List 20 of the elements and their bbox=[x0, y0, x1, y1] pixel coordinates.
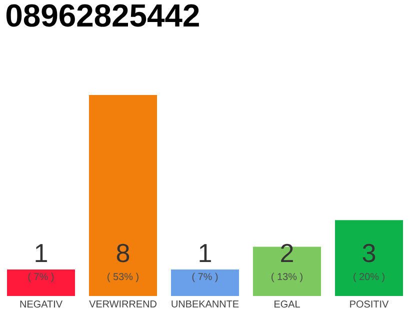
annotation: 8 bbox=[116, 244, 130, 262]
bar bbox=[335, 220, 404, 296]
x-tick-label: VERWIRREND bbox=[89, 300, 156, 308]
data-label: ( 7% ) bbox=[28, 272, 54, 282]
annotation: 1 bbox=[200, 244, 211, 262]
annotation: 1 bbox=[36, 244, 47, 262]
x-tick-label: EGAL bbox=[274, 300, 300, 308]
annotation: 2 bbox=[281, 244, 293, 262]
data-label: ( 7% ) bbox=[192, 272, 218, 282]
bar bbox=[89, 95, 157, 296]
bar bbox=[171, 269, 240, 296]
data-label: ( 13% ) bbox=[272, 272, 302, 282]
data-label: ( 53% ) bbox=[108, 272, 138, 282]
x-tick-label: NEGATIV bbox=[20, 300, 62, 308]
data-label: ( 20% ) bbox=[354, 272, 384, 282]
x-tick-label: POSITIV bbox=[350, 300, 389, 308]
x-tick-label: UNBEKANNTE bbox=[172, 300, 239, 308]
chart-title: 08962825442 bbox=[6, 4, 199, 27]
annotation: 3 bbox=[362, 244, 376, 262]
bar bbox=[7, 269, 75, 296]
